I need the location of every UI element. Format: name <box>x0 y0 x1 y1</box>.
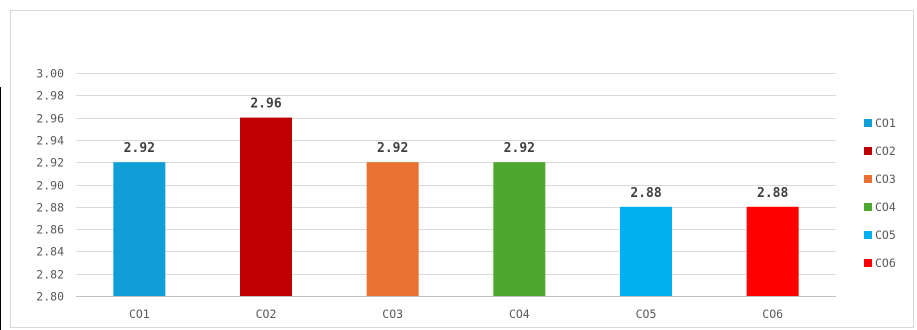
x-tick-label: CO3 <box>382 307 403 321</box>
legend-item-co6: CO6 <box>864 256 896 270</box>
y-tick-label: 2.82 <box>36 268 64 282</box>
y-tick-label: 2.98 <box>36 89 64 103</box>
legend-label: CO1 <box>875 116 896 130</box>
legend-item-co1: CO1 <box>864 116 896 130</box>
legend-item-co3: CO3 <box>864 172 896 186</box>
y-tick-label: 2.94 <box>36 134 64 148</box>
x-tick-label: CO4 <box>509 307 530 321</box>
bars <box>113 117 799 296</box>
edge-marker <box>0 87 1 330</box>
y-tick-label: 2.96 <box>36 112 64 126</box>
legend-item-co5: CO5 <box>864 228 896 242</box>
legend-label: CO4 <box>875 200 896 214</box>
legend-item-co4: CO4 <box>864 200 896 214</box>
data-label: 2.88 <box>757 186 788 201</box>
bar-co1 <box>113 162 166 296</box>
y-tick-label: 2.92 <box>36 156 64 170</box>
data-label: 2.92 <box>377 141 408 156</box>
legend-label: CO2 <box>875 144 896 158</box>
data-label: 2.96 <box>250 97 281 112</box>
x-tick-label: CO5 <box>636 307 657 321</box>
bar-co4 <box>493 162 546 296</box>
y-tick-label: 2.90 <box>36 179 64 193</box>
legend-label: CO6 <box>875 256 896 270</box>
data-label: 2.92 <box>504 141 535 156</box>
y-tick-label: 2.80 <box>36 290 64 304</box>
y-tick-label: 2.84 <box>36 245 64 259</box>
y-axis-tick-labels: 2.80 2.82 2.84 2.86 2.88 2.90 2.92 2.94 2.96 2.98… <box>36 67 64 304</box>
legend-swatch <box>864 147 872 155</box>
data-label: 2.88 <box>630 186 661 201</box>
bar-co6 <box>746 206 799 296</box>
x-axis-tick-labels: CO1 CO2 CO3 CO4 CO5 CO6 <box>129 307 783 321</box>
bar-co5 <box>620 206 672 296</box>
x-tick-label: CO6 <box>762 307 783 321</box>
bar-co3 <box>366 162 419 296</box>
legend-swatch <box>864 231 872 239</box>
x-tick-label: CO2 <box>256 307 277 321</box>
legend: CO1 CO2 CO3 CO4 CO5 CO6 <box>864 116 896 270</box>
legend-swatch <box>864 259 872 267</box>
data-labels: 2.92 2.96 2.92 2.92 2.88 2.88 <box>124 97 789 201</box>
legend-item-co2: CO2 <box>864 144 896 158</box>
y-tick-label: 2.88 <box>36 201 64 215</box>
legend-swatch <box>864 203 872 211</box>
bar-co2 <box>240 117 292 296</box>
data-label: 2.92 <box>124 141 155 156</box>
y-tick-label: 2.86 <box>36 223 64 237</box>
gridlines <box>76 73 836 297</box>
x-tick-label: CO1 <box>129 307 150 321</box>
y-tick-label: 3.00 <box>36 67 64 81</box>
legend-label: CO3 <box>875 172 896 186</box>
legend-swatch <box>864 119 872 127</box>
legend-label: CO5 <box>875 228 896 242</box>
legend-swatch <box>864 175 872 183</box>
